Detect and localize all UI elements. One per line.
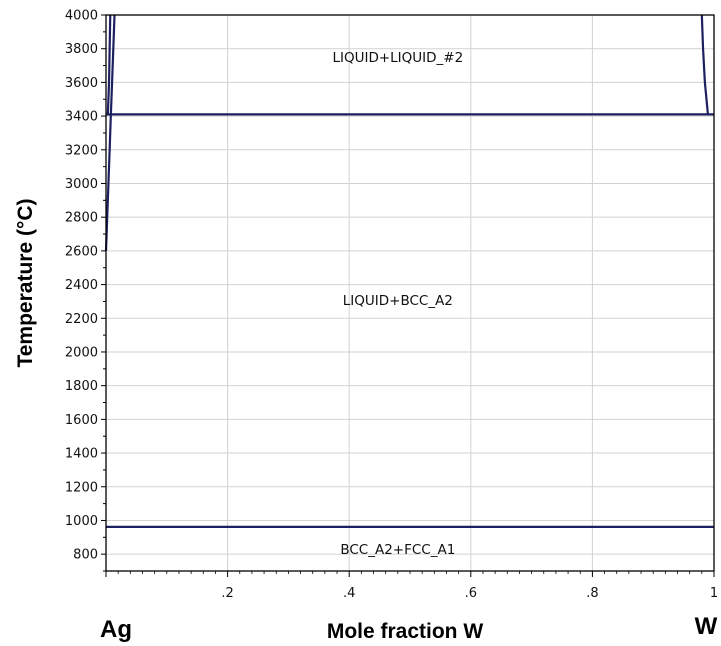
y-tick-label: 800 xyxy=(73,548,98,563)
phase-boundary-line xyxy=(106,14,112,115)
x-tick-label: 1 xyxy=(710,586,718,601)
y-tick-label: 2600 xyxy=(65,244,98,259)
y-tick-label: 1400 xyxy=(65,447,98,462)
y-tick-label: 3800 xyxy=(65,42,98,57)
y-tick-label: 2200 xyxy=(65,312,98,327)
y-tick-label: 3600 xyxy=(65,76,98,91)
y-tick-label: 3400 xyxy=(65,110,98,125)
labels: LIQUID+LIQUID_#2 LIQUID+BCC_A2 BCC_A2+FCC_… xyxy=(14,50,718,643)
left-component-label: Ag xyxy=(100,616,132,643)
y-tick-label: 1000 xyxy=(65,514,98,529)
x-tick-label: .8 xyxy=(586,586,598,601)
y-tick-label: 1800 xyxy=(65,379,98,394)
phase-region-label: LIQUID+BCC_A2 xyxy=(343,293,453,309)
y-tick-label: 3000 xyxy=(65,177,98,192)
x-tick-label: .2 xyxy=(221,586,233,601)
x-tick-label: .4 xyxy=(343,586,355,601)
x-axis-title: Mole fraction W xyxy=(327,620,484,643)
axes: 800 1000 1200 1400 1600 1800 2000 2200 2400 2600 2… xyxy=(65,9,718,602)
y-tick-label: 4000 xyxy=(65,9,98,24)
x-tick-label: .6 xyxy=(465,586,477,601)
phase-boundary-line xyxy=(700,14,710,115)
y-axis-title: Temperature (°C) xyxy=(14,198,37,367)
phase-boundary-line xyxy=(109,14,116,115)
y-tick-label: 3200 xyxy=(65,143,98,158)
y-tick-label: 2800 xyxy=(65,211,98,226)
y-tick-label: 1200 xyxy=(65,480,98,495)
y-tick-label: 2400 xyxy=(65,278,98,293)
phase-boundary-line xyxy=(104,114,112,251)
y-tick-label: 1600 xyxy=(65,413,98,428)
y-tick-label: 2000 xyxy=(65,345,98,360)
phase-region-label: LIQUID+LIQUID_#2 xyxy=(332,50,463,66)
right-component-label: W xyxy=(695,613,718,640)
phase-region-label: BCC_A2+FCC_A1 xyxy=(340,542,455,558)
phase-boundaries xyxy=(104,14,714,528)
